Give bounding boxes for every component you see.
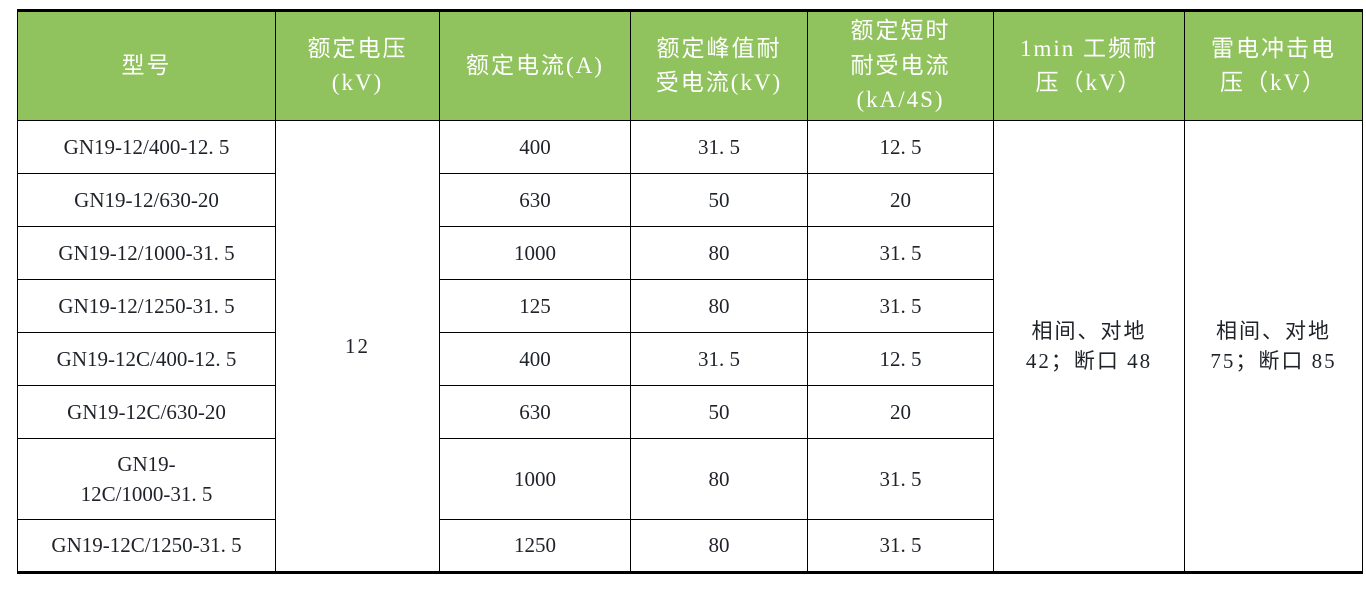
col-header-peak-withstand-current: 额定峰值耐 受电流(kV) <box>630 10 808 121</box>
header-row: 型号 额定电压 (kV) 额定电流(A) 额定峰值耐 受电流(kV) 额定短时 … <box>17 10 1363 121</box>
peak-current-cell: 80 <box>630 438 808 520</box>
rated-current-cell: 1000 <box>439 226 631 280</box>
short-time-current-cell: 31. 5 <box>807 519 994 573</box>
col-header-short-time-withstand-current: 额定短时 耐受电流 (kA/4S) <box>807 10 994 121</box>
model-cell: GN19-12/400-12. 5 <box>17 120 276 174</box>
model-cell: GN19-12/1250-31. 5 <box>17 279 276 333</box>
model-cell: GN19- 12C/1000-31. 5 <box>17 438 276 520</box>
model-cell: GN19-12C/1250-31. 5 <box>17 519 276 573</box>
col-header-model: 型号 <box>17 10 276 121</box>
peak-current-cell: 80 <box>630 519 808 573</box>
table-row: GN19-12C/1250-31. 5 1250 80 31. 5 <box>17 519 1363 573</box>
rated-current-cell: 1000 <box>439 438 631 520</box>
rated-current-cell: 400 <box>439 332 631 386</box>
peak-current-cell: 80 <box>630 226 808 280</box>
table-row: GN19-12C/630-20 630 50 20 <box>17 385 1363 439</box>
short-time-current-cell: 20 <box>807 173 994 227</box>
lightning-impulse-merged-cell: 相间、对地 75；断口 85 <box>1184 120 1363 573</box>
short-time-current-cell: 31. 5 <box>807 279 994 333</box>
short-time-current-cell: 20 <box>807 385 994 439</box>
power-frequency-merged-cell: 相间、对地 42；断口 48 <box>993 120 1185 573</box>
col-header-power-frequency-withstand: 1min 工频耐 压（kV） <box>993 10 1185 121</box>
rated-voltage-merged-cell: 12 <box>275 120 440 573</box>
rated-current-cell: 630 <box>439 173 631 227</box>
col-header-rated-current: 额定电流(A) <box>439 10 631 121</box>
model-cell: GN19-12/1000-31. 5 <box>17 226 276 280</box>
table-row: GN19-12/1250-31. 5 125 80 31. 5 <box>17 279 1363 333</box>
model-cell: GN19-12C/400-12. 5 <box>17 332 276 386</box>
peak-current-cell: 31. 5 <box>630 120 808 174</box>
rated-current-cell: 1250 <box>439 519 631 573</box>
table-row: GN19-12C/400-12. 5 400 31. 5 12. 5 <box>17 332 1363 386</box>
table-row: GN19-12/400-12. 5 12 400 31. 5 12. 5 相间、… <box>17 120 1363 573</box>
table-row: GN19-12/1000-31. 5 1000 80 31. 5 <box>17 226 1363 280</box>
peak-current-cell: 50 <box>630 173 808 227</box>
table-row: GN19-12/630-20 630 50 20 <box>17 173 1363 227</box>
peak-current-cell: 31. 5 <box>630 332 808 386</box>
rated-current-cell: 125 <box>439 279 631 333</box>
table-row: GN19- 12C/1000-31. 5 1000 80 31. 5 <box>17 438 1363 520</box>
peak-current-cell: 50 <box>630 385 808 439</box>
short-time-current-cell: 12. 5 <box>807 332 994 386</box>
short-time-current-cell: 12. 5 <box>807 120 994 174</box>
model-cell: GN19-12/630-20 <box>17 173 276 227</box>
rated-current-cell: 400 <box>439 120 631 174</box>
short-time-current-cell: 31. 5 <box>807 438 994 520</box>
switch-spec-table: 型号 额定电压 (kV) 额定电流(A) 额定峰值耐 受电流(kV) 额定短时 … <box>17 9 1363 574</box>
peak-current-cell: 80 <box>630 279 808 333</box>
rated-current-cell: 630 <box>439 385 631 439</box>
model-cell: GN19-12C/630-20 <box>17 385 276 439</box>
col-header-rated-voltage: 额定电压 (kV) <box>275 10 440 121</box>
short-time-current-cell: 31. 5 <box>807 226 994 280</box>
col-header-lightning-impulse: 雷电冲击电 压（kV） <box>1184 10 1363 121</box>
